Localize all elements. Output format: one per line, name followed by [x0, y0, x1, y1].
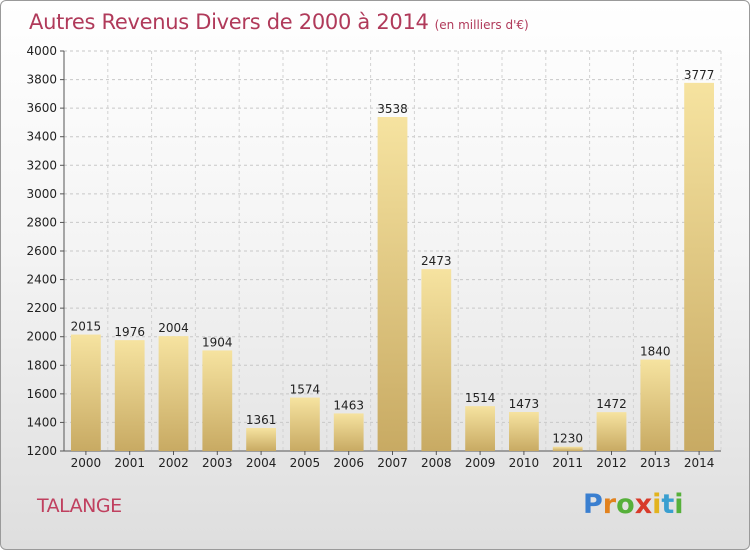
bar-2001	[114, 340, 145, 451]
value-label-2010: 1473	[509, 397, 540, 411]
y-tick-label: 3600	[26, 101, 57, 115]
value-label-2011: 1230	[552, 432, 583, 446]
proxiti-logo[interactable]: Proxiti	[583, 489, 684, 520]
bar-2000	[71, 334, 101, 451]
y-tick-label: 1800	[26, 358, 57, 372]
bar-2009	[465, 406, 495, 451]
labels: 1200 1400 1600 1800 2000 2200 2400 2600 2800 3000…	[26, 44, 714, 470]
x-tick-label-2009: 2009	[465, 456, 496, 470]
x-tick-label-2003: 2003	[202, 456, 233, 470]
bar-2006	[333, 413, 364, 451]
logo-letter: r	[602, 489, 617, 520]
y-tick-label: 3400	[26, 130, 57, 144]
x-tick-label-2004: 2004	[246, 456, 277, 470]
bar-2002	[158, 336, 189, 451]
x-tick-label-2012: 2012	[596, 456, 627, 470]
y-tick-label: 1600	[26, 387, 57, 401]
bar-2004	[246, 428, 276, 451]
chart-subtitle: (en milliers d'€)	[434, 18, 529, 32]
bar-2005	[290, 397, 320, 451]
x-tick-label-2011: 2011	[552, 456, 583, 470]
bar-2008	[421, 269, 452, 451]
bar-2011	[552, 446, 583, 451]
logo-letter: x	[634, 489, 653, 520]
value-label-2012: 1472	[596, 397, 627, 411]
y-tick-label: 4000	[26, 44, 57, 58]
y-tick-label: 3800	[26, 73, 57, 87]
bar-2013	[640, 359, 671, 451]
value-label-2006: 1463	[333, 398, 364, 412]
bar-2014	[684, 82, 714, 451]
title-block: Autres Revenus Divers de 2000 à 2014 (en …	[29, 10, 529, 34]
y-tick-label: 3000	[26, 187, 57, 201]
y-tick-label: 2400	[26, 273, 57, 287]
y-tick-label: 2800	[26, 215, 57, 229]
x-tick-label-2010: 2010	[509, 456, 540, 470]
value-label-2004: 1361	[246, 413, 277, 427]
x-tick-label-2001: 2001	[114, 456, 145, 470]
bar-2007	[377, 117, 408, 451]
value-label-2002: 2004	[158, 321, 189, 335]
bars	[71, 82, 714, 451]
value-label-2000: 2015	[71, 320, 102, 334]
y-tick-label: 1400	[26, 415, 57, 429]
logo-letter: i	[652, 489, 662, 520]
x-tick-label-2013: 2013	[640, 456, 671, 470]
bar-2010	[509, 412, 539, 451]
logo-letter: t	[661, 489, 675, 520]
y-tick-label: 3200	[26, 158, 57, 172]
y-tick-label: 2600	[26, 244, 57, 258]
y-tick-label: 1200	[26, 444, 57, 458]
value-label-2001: 1976	[114, 325, 145, 339]
y-tick-label: 2000	[26, 330, 57, 344]
chart-title: Autres Revenus Divers de 2000 à 2014	[29, 10, 429, 34]
x-tick-label-2002: 2002	[158, 456, 189, 470]
x-tick-label-2000: 2000	[71, 456, 102, 470]
logo-letter: i	[674, 489, 684, 520]
value-label-2009: 1514	[465, 391, 496, 405]
x-tick-label-2014: 2014	[684, 456, 715, 470]
logo-letter: o	[616, 489, 635, 520]
value-label-2008: 2473	[421, 254, 452, 268]
value-label-2013: 1840	[640, 345, 671, 359]
value-label-2005: 1574	[290, 383, 321, 397]
x-tick-label-2005: 2005	[290, 456, 321, 470]
logo-letter: P	[583, 489, 603, 520]
bar-2012	[596, 412, 627, 451]
value-label-2007: 3538	[377, 102, 408, 116]
x-tick-label-2008: 2008	[421, 456, 452, 470]
value-label-2003: 1904	[202, 335, 233, 349]
x-tick-label-2007: 2007	[377, 456, 408, 470]
bar-2003	[202, 350, 233, 451]
town-label: TALANGE	[37, 495, 122, 517]
x-tick-label-2006: 2006	[333, 456, 364, 470]
y-tick-label: 2200	[26, 301, 57, 315]
value-label-2014: 3777	[684, 68, 715, 82]
